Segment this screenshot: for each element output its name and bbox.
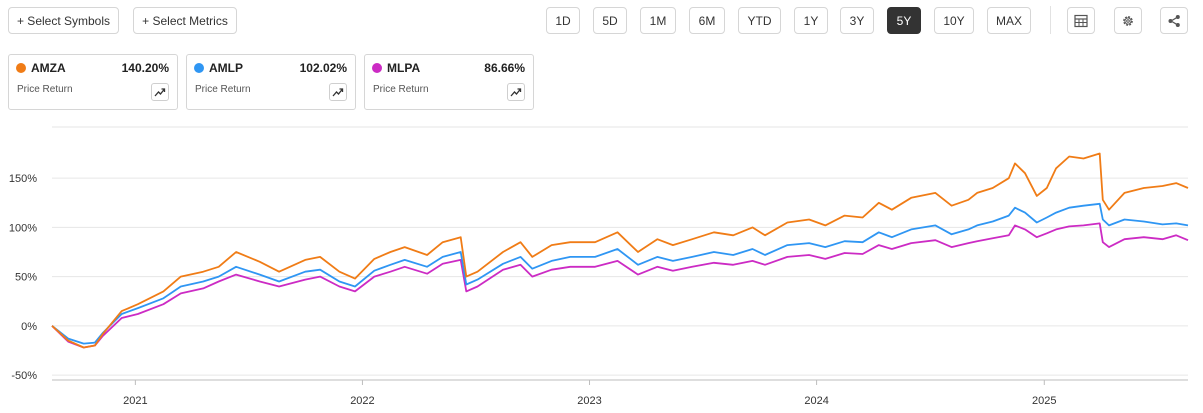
trend-toggle-button[interactable]: [329, 83, 347, 101]
legend-card-amlp[interactable]: AMLP 102.02% Price Return: [186, 54, 356, 110]
chart-gridlines: [52, 126, 1188, 376]
range-5d-button[interactable]: 5D: [593, 7, 627, 34]
range-10y-button[interactable]: 10Y: [934, 7, 974, 34]
x-tick-label: 2024: [804, 395, 828, 407]
y-tick-label: 100%: [9, 222, 37, 234]
x-tick-label: 2022: [350, 395, 374, 407]
trend-toggle-button[interactable]: [507, 83, 525, 101]
select-symbols-button[interactable]: + Select Symbols: [8, 7, 119, 34]
range-6m-button[interactable]: 6M: [689, 7, 725, 34]
table-view-button[interactable]: [1067, 7, 1095, 34]
share-icon: [1168, 14, 1180, 27]
x-axis: 2021 2022 2023 2024 2025: [52, 379, 1188, 407]
select-metrics-button[interactable]: + Select Metrics: [133, 7, 237, 34]
chart-series: [51, 152, 1189, 349]
range-1y-button[interactable]: 1Y: [794, 7, 828, 34]
performance-line-chart[interactable]: -50% 0% 50% 100% 150% 2021 2022 2023 2024 2025: [0, 118, 1203, 413]
settings-button[interactable]: [1114, 7, 1142, 34]
y-tick-label: 50%: [15, 272, 37, 284]
x-tick-label: 2023: [577, 395, 601, 407]
trend-arrow-icon: [154, 88, 166, 97]
range-1d-button[interactable]: 1D: [546, 7, 580, 34]
trend-arrow-icon: [332, 88, 344, 97]
legend-metric-label: Price Return: [17, 84, 73, 95]
legend-symbol: MLPA: [387, 61, 421, 75]
range-5y-button[interactable]: 5Y: [887, 7, 921, 34]
table-icon: [1074, 14, 1088, 27]
range-max-button[interactable]: MAX: [987, 7, 1031, 34]
legend-return-value: 140.20%: [121, 61, 169, 75]
series-color-dot: [194, 63, 204, 73]
legend-symbol: AMLP: [209, 61, 243, 75]
legend-return-value: 102.02%: [299, 61, 347, 75]
toolbar-divider: [1050, 6, 1051, 34]
y-tick-label: 150%: [9, 173, 37, 185]
series-line-amza: [51, 152, 1189, 349]
legend-return-value: 86.66%: [484, 61, 525, 75]
legend-metric-label: Price Return: [195, 84, 251, 95]
range-3y-button[interactable]: 3Y: [840, 7, 874, 34]
legend-card-mlpa[interactable]: MLPA 86.66% Price Return: [364, 54, 534, 110]
y-tick-label: -50%: [11, 370, 37, 382]
trend-arrow-icon: [510, 88, 522, 97]
chart-toolbar: + Select Symbols + Select Metrics 1D 5D …: [0, 0, 1203, 44]
trend-toggle-button[interactable]: [151, 83, 169, 101]
series-line-amlp: [51, 202, 1189, 345]
y-tick-label: 0%: [21, 321, 37, 333]
range-1m-button[interactable]: 1M: [640, 7, 676, 34]
share-button[interactable]: [1160, 7, 1188, 34]
x-tick-label: 2021: [123, 395, 147, 407]
series-color-dot: [372, 63, 382, 73]
legend-metric-label: Price Return: [373, 84, 429, 95]
legend-symbol: AMZA: [31, 61, 66, 75]
settings-gear-icon: [1123, 15, 1133, 26]
range-ytd-button[interactable]: YTD: [738, 7, 781, 34]
x-tick-label: 2025: [1032, 395, 1056, 407]
series-color-dot: [16, 63, 26, 73]
y-axis: -50% 0% 50% 100% 150%: [9, 173, 37, 382]
series-line-mlpa: [51, 222, 1189, 349]
legend-card-amza[interactable]: AMZA 140.20% Price Return: [8, 54, 178, 110]
